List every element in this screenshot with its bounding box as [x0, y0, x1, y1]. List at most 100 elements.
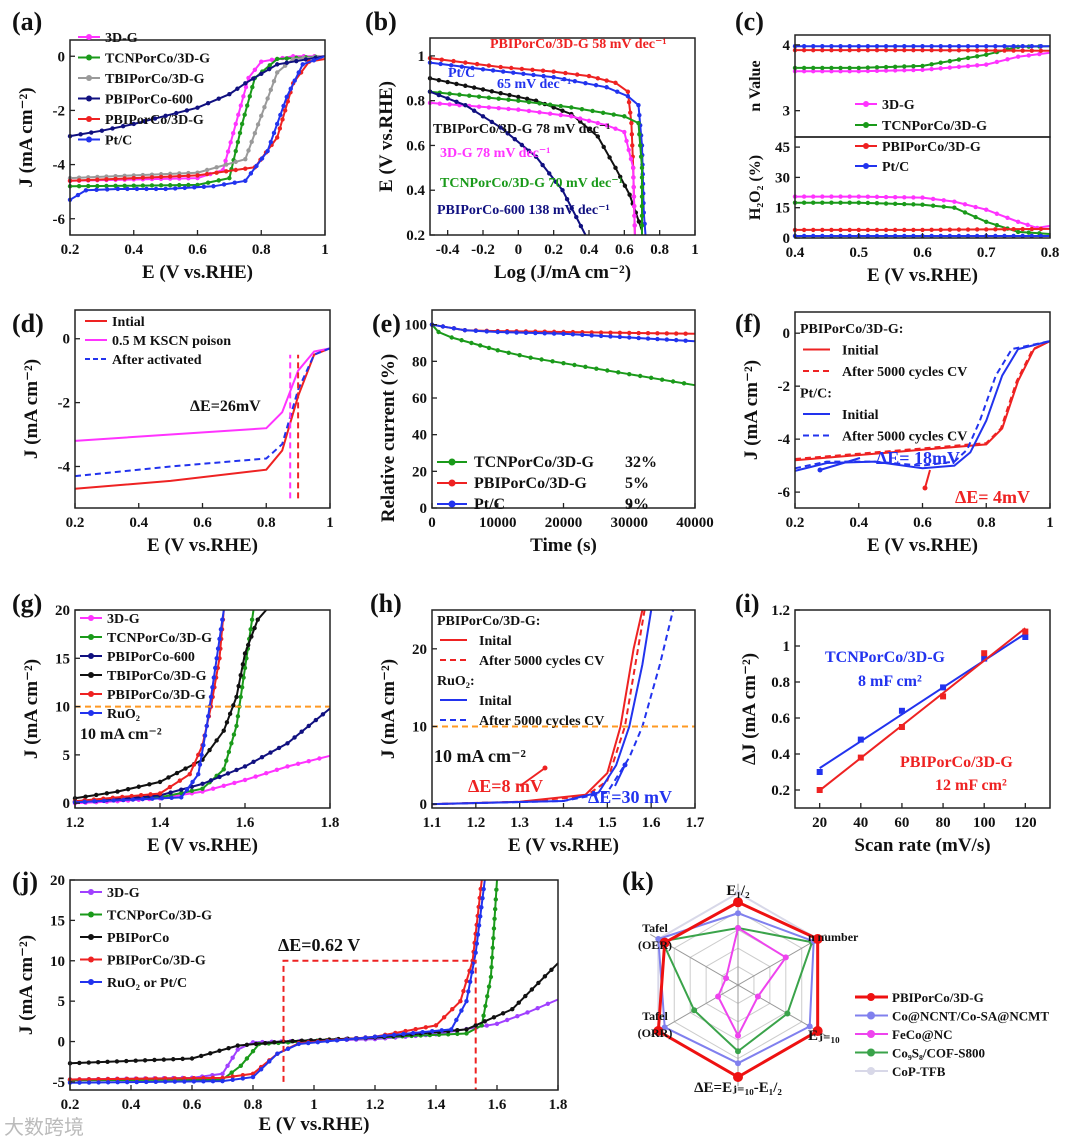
x-axis-label: E (V vs.RHE)	[508, 835, 619, 856]
data-point	[801, 68, 807, 74]
data-point	[473, 1023, 478, 1028]
data-point	[486, 105, 492, 110]
legend-label: Pt/C	[882, 160, 909, 175]
x-tick-label: 0.4	[786, 245, 805, 261]
data-point	[525, 1010, 530, 1015]
data-point	[221, 767, 226, 772]
data-point	[1011, 43, 1016, 49]
data-point	[198, 1053, 204, 1059]
data-point	[598, 333, 604, 339]
data-point	[138, 793, 144, 798]
data-point	[930, 196, 936, 202]
data-point	[628, 156, 634, 162]
data-point	[463, 102, 468, 108]
data-point	[607, 155, 612, 160]
data-point	[226, 1045, 231, 1051]
data-point	[172, 1076, 178, 1081]
radar-point	[735, 1032, 741, 1039]
data-point	[993, 227, 998, 232]
data-point	[965, 48, 971, 53]
data-point	[96, 1080, 101, 1085]
data-point	[902, 64, 907, 69]
data-point	[516, 1000, 521, 1005]
legend-label: Initial	[842, 408, 879, 423]
legend-label: CoP-TFB	[892, 1064, 946, 1079]
data-point	[605, 368, 610, 373]
data-point	[902, 47, 907, 53]
data-point	[230, 1074, 235, 1079]
data-point	[382, 1033, 387, 1038]
data-point	[865, 47, 871, 53]
data-point	[214, 656, 219, 661]
data-point	[973, 214, 978, 220]
data-point	[221, 728, 226, 733]
data-point	[816, 769, 823, 775]
data-point	[211, 184, 216, 189]
data-point	[611, 112, 616, 117]
data-point	[613, 165, 618, 171]
data-point	[911, 67, 916, 73]
series-line	[795, 195, 1051, 229]
data-point	[300, 62, 305, 67]
data-point	[423, 1025, 429, 1030]
data-point	[204, 171, 210, 177]
data-point	[902, 68, 907, 73]
panel-i	[794, 609, 1051, 809]
data-point	[883, 227, 889, 233]
series-line	[74, 347, 331, 490]
data-point	[829, 227, 834, 233]
data-point	[271, 130, 277, 136]
data-point	[1020, 48, 1025, 53]
data-point	[547, 171, 552, 176]
data-point	[94, 187, 99, 193]
data-point	[182, 185, 187, 191]
data-point	[230, 1077, 235, 1082]
data-point	[454, 81, 459, 87]
data-point	[578, 223, 584, 229]
radar-point	[655, 936, 662, 942]
data-point	[464, 978, 469, 984]
x-axis-label: Log (J/mA cm⁻²)	[494, 262, 631, 283]
data-point	[984, 207, 989, 212]
data-point	[252, 625, 257, 631]
series-pbiporco-600	[427, 89, 587, 236]
x-tick-label: 1.4	[427, 1097, 446, 1113]
data-point	[104, 177, 109, 182]
data-point	[636, 120, 641, 126]
data-point	[201, 743, 206, 748]
data-point	[801, 227, 807, 233]
legend-marker	[88, 672, 94, 678]
y-tick-label: 100	[405, 318, 428, 334]
data-point	[965, 43, 971, 49]
x-tick-label: 1	[1046, 515, 1054, 531]
data-point	[218, 627, 224, 632]
data-point	[280, 117, 285, 122]
data-point	[86, 1060, 91, 1065]
y-tick-label: -2	[58, 396, 71, 412]
series-0-5-m-kscn-poison	[74, 347, 331, 442]
legend-label: Co₉S₈/COF-S800	[892, 1046, 985, 1061]
data-point	[235, 1047, 240, 1052]
legend-label: PBIPorCo/3D-G	[105, 113, 204, 128]
y-tick-label: -4	[58, 459, 71, 475]
data-point	[929, 233, 934, 239]
data-point	[211, 675, 217, 680]
annotation: PBIPorCo/3D-G 58 mV dec⁻¹	[490, 37, 667, 52]
data-point	[447, 91, 452, 96]
data-point	[1026, 53, 1031, 58]
annotation: 3D-G 78 mV dec⁻¹	[440, 146, 550, 161]
data-point	[984, 62, 989, 67]
data-point	[902, 201, 907, 207]
legend-marker	[863, 163, 869, 169]
series-line	[794, 340, 1051, 460]
data-point	[244, 656, 249, 661]
data-point	[492, 906, 498, 912]
data-point	[210, 1079, 216, 1084]
data-point	[95, 1060, 101, 1065]
data-point	[115, 1080, 120, 1085]
data-point	[491, 1015, 497, 1020]
data-point	[149, 175, 155, 180]
data-point	[220, 1071, 225, 1077]
data-point	[580, 332, 585, 338]
data-point	[1011, 48, 1016, 53]
